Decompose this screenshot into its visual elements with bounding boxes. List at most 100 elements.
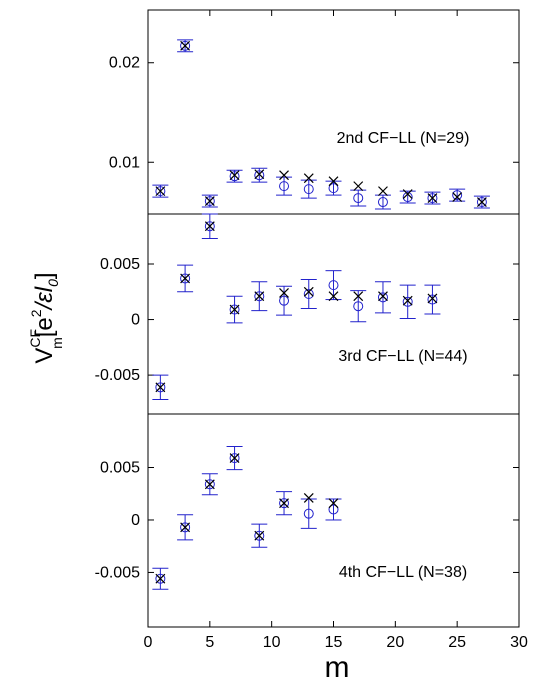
data-point bbox=[399, 189, 416, 204]
circle-marker bbox=[155, 186, 166, 197]
circle-marker bbox=[229, 453, 240, 464]
cross-marker bbox=[279, 498, 289, 509]
y-tick-label: -0.005 bbox=[95, 367, 140, 384]
cross-marker bbox=[229, 304, 240, 315]
circle-marker bbox=[328, 504, 339, 515]
data-point bbox=[325, 176, 342, 196]
circle-marker bbox=[229, 304, 240, 315]
data-point bbox=[300, 173, 317, 199]
circle-marker bbox=[155, 382, 166, 393]
data-point bbox=[449, 188, 466, 203]
x-tick-label: 5 bbox=[205, 634, 214, 651]
y-tick-label: 0 bbox=[131, 512, 140, 529]
y-tick-label: 0.005 bbox=[100, 256, 140, 273]
cross-marker bbox=[229, 453, 240, 463]
data-point bbox=[226, 169, 243, 183]
circle-marker bbox=[279, 498, 290, 509]
circle-marker bbox=[204, 196, 215, 207]
cross-marker bbox=[303, 493, 314, 503]
circle-marker bbox=[353, 301, 364, 312]
data-point bbox=[374, 186, 391, 210]
data-point bbox=[251, 523, 268, 548]
data-point bbox=[226, 295, 243, 324]
x-tick-label: 10 bbox=[263, 634, 281, 651]
circle-marker bbox=[427, 294, 438, 305]
data-point bbox=[251, 167, 268, 183]
y-tick-label: 0.01 bbox=[109, 154, 140, 171]
cross-marker bbox=[279, 287, 289, 298]
data-point bbox=[177, 39, 194, 53]
cross-marker bbox=[254, 169, 265, 180]
cross-marker bbox=[254, 291, 265, 302]
cross-marker bbox=[155, 186, 166, 197]
cross-marker bbox=[353, 181, 364, 192]
data-point bbox=[399, 284, 416, 319]
circle-marker bbox=[303, 289, 314, 299]
cross-marker bbox=[155, 573, 166, 584]
plot-border bbox=[147, 9, 520, 628]
x-tick-label: 25 bbox=[448, 634, 466, 651]
data-point bbox=[276, 285, 293, 316]
circle-marker bbox=[180, 273, 191, 284]
data-point bbox=[300, 493, 317, 529]
circle-marker bbox=[254, 291, 265, 302]
panel-4: 0.005 0 -0.005 4th CF−LL (N=38) bbox=[95, 446, 519, 590]
data-point bbox=[201, 473, 218, 496]
y-label-superscript: CF bbox=[27, 329, 43, 348]
cross-marker bbox=[378, 186, 388, 197]
x-tick-label: 15 bbox=[325, 634, 343, 651]
cross-marker bbox=[254, 530, 265, 541]
y-label-power: 2 bbox=[28, 309, 44, 317]
data-point bbox=[276, 170, 293, 196]
circle-marker bbox=[353, 193, 364, 204]
data-point bbox=[276, 491, 293, 516]
cross-marker bbox=[328, 291, 339, 302]
data-point bbox=[201, 213, 218, 239]
data-point bbox=[473, 195, 490, 209]
circle-marker bbox=[377, 197, 388, 208]
data-point bbox=[350, 290, 367, 323]
cross-marker bbox=[204, 196, 215, 206]
circle-marker bbox=[254, 530, 265, 541]
cross-marker bbox=[402, 189, 413, 200]
cross-marker bbox=[427, 293, 438, 304]
y-label-base: V bbox=[31, 348, 58, 364]
y-tick-label: 0.02 bbox=[109, 55, 140, 72]
data-point bbox=[424, 284, 441, 315]
y-label-slash-eps: /εl bbox=[31, 286, 58, 311]
circle-marker bbox=[204, 479, 215, 490]
circle-marker bbox=[427, 193, 438, 204]
cross-marker bbox=[155, 382, 166, 393]
data-point bbox=[177, 264, 194, 293]
data-point bbox=[325, 270, 342, 302]
cross-marker bbox=[303, 286, 314, 297]
circle-marker bbox=[328, 280, 339, 291]
cross-marker bbox=[378, 291, 388, 302]
cross-marker bbox=[303, 173, 314, 184]
circle-marker bbox=[303, 508, 314, 519]
cross-marker bbox=[452, 192, 463, 203]
circle-marker bbox=[377, 292, 388, 303]
cross-marker bbox=[353, 291, 364, 302]
data-point bbox=[152, 567, 169, 590]
cross-marker bbox=[427, 193, 438, 204]
circle-marker bbox=[155, 573, 166, 584]
y-tick-label: 0 bbox=[131, 312, 140, 329]
data-point bbox=[350, 181, 367, 207]
cross-marker bbox=[328, 498, 339, 509]
y-label-bracket-close: ] bbox=[31, 272, 58, 279]
cross-marker bbox=[204, 221, 215, 232]
cross-marker bbox=[402, 295, 413, 306]
circle-marker bbox=[254, 170, 265, 181]
x-axis-label: m bbox=[325, 651, 350, 684]
data-point bbox=[152, 374, 169, 401]
data-point bbox=[325, 498, 342, 521]
circle-marker bbox=[303, 184, 314, 195]
y-label-subscript: m bbox=[49, 337, 65, 349]
circle-marker bbox=[279, 295, 290, 306]
panel-2: 0.01 0.02 2nd CF−LL (N=29) bbox=[109, 39, 519, 210]
circle-marker bbox=[279, 181, 290, 192]
circle-marker bbox=[452, 190, 463, 201]
circle-marker bbox=[402, 296, 413, 307]
